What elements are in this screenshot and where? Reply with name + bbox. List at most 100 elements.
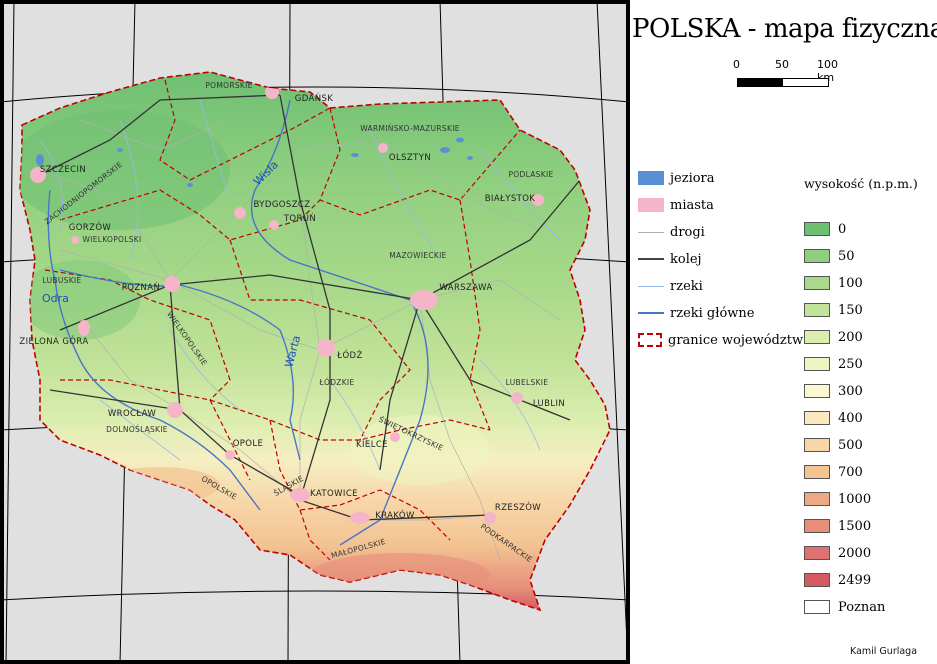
elevation-class-row: 300	[804, 382, 863, 400]
region-label-lodzkie: ŁÓDZKIE	[318, 378, 354, 387]
map-title: POLSKA - mapa fizyczna	[632, 14, 937, 44]
elevation-swatch	[804, 222, 830, 236]
voivodeship-borders	[44, 79, 521, 561]
elevation-class-row: 0	[804, 220, 846, 238]
elevation-swatch	[804, 303, 830, 317]
elevation-label: 1000	[838, 491, 872, 507]
region-label-lubelskie: LUBELSKIE	[506, 378, 549, 387]
city-label-gdansk: GDAŃSK	[295, 92, 334, 104]
city-label-kielce: KIELCE	[356, 440, 388, 450]
elevation-label: 300	[838, 383, 863, 399]
legend-label: kolej	[670, 251, 702, 267]
scale-bar: 0 50 100 km	[733, 58, 853, 98]
region-label-wielkopolski: WIELKOPOLSKI	[82, 235, 141, 244]
elevation-swatch	[804, 546, 830, 560]
elevation-class-row: 2000	[804, 544, 871, 562]
elevation-swatch	[804, 465, 830, 479]
city-label-bydgoszcz: BYDGOSZCZ	[254, 200, 311, 210]
legend-label: drogi	[670, 224, 705, 240]
railways	[39, 94, 581, 521]
elevation-label: 200	[838, 329, 863, 345]
elevation-class-row: 700	[804, 463, 863, 481]
region-label-pomorskie: POMORSKIE	[205, 81, 252, 90]
city-label-wroclaw: WROCŁAW	[108, 409, 156, 419]
elevation-swatch	[804, 438, 830, 452]
elevation-swatch	[804, 249, 830, 263]
legend-item-cities: miasta	[638, 195, 714, 215]
region-label-podlaskie: PODLASKIE	[508, 170, 553, 179]
elevation-class-row: 500	[804, 436, 863, 454]
elevation-label: 1500	[838, 518, 872, 534]
city-label-szczecin: SZCZECIN	[40, 165, 86, 175]
river-line-icon	[638, 279, 664, 293]
elevation-label: 50	[838, 248, 855, 264]
rivers	[39, 99, 561, 471]
legend-item-railways: kolej	[638, 249, 702, 269]
city-label-lublin: LUBLIN	[533, 399, 565, 409]
elevation-label: 2499	[838, 572, 872, 588]
city-label-rzeszow: RZESZÓW	[495, 501, 541, 513]
elevation-class-row: 400	[804, 409, 863, 427]
legend-label: rzeki	[670, 278, 703, 294]
city-label-warszawa: WARSZAWA	[439, 283, 492, 293]
physical-map[interactable]: GDAŃSK SZCZECIN GORZÓW BYDGOSZCZ TORUŃ O…	[0, 0, 630, 664]
scale-label-50: 50	[775, 58, 789, 71]
elevation-swatch	[804, 330, 830, 344]
city-label-poznan: POZNAŃ	[122, 281, 161, 293]
elevation-swatch	[804, 573, 830, 587]
legend-label: granice województw	[668, 332, 804, 348]
elevation-label: 700	[838, 464, 863, 480]
city-label-zielona-gora: ZIELONA GÓRA	[19, 335, 88, 347]
city-label-lodz: ŁÓDŹ	[336, 349, 362, 361]
elevation-label: 100	[838, 275, 863, 291]
elevation-swatch	[804, 600, 830, 614]
elevation-swatch	[804, 519, 830, 533]
elevation-swatch	[804, 492, 830, 506]
legend-item-borders: granice województw	[638, 330, 803, 350]
roads-line-icon	[638, 225, 664, 239]
city-label-opole: OPOLE	[233, 439, 264, 449]
elevation-class-row: 1000	[804, 490, 871, 508]
scale-bar-graphic	[737, 78, 829, 87]
elevation-label: 500	[838, 437, 863, 453]
elevation-label: 250	[838, 356, 863, 372]
elevation-label: Poznan	[838, 599, 886, 615]
elevation-class-row: 100	[804, 274, 863, 292]
elevation-class-row: 50	[804, 247, 855, 265]
city-label-katowice: KATOWICE	[310, 489, 358, 499]
legend-item-lakes: jeziora	[638, 168, 715, 188]
map-panel[interactable]: GDAŃSK SZCZECIN GORZÓW BYDGOSZCZ TORUŃ O…	[0, 0, 630, 664]
elevation-label: 400	[838, 410, 863, 426]
elevation-class-row: Poznan	[804, 598, 885, 616]
city-label-olsztyn: OLSZTYN	[389, 153, 431, 163]
legend-label: jeziora	[670, 170, 715, 186]
author-credit: Kamil Gurlaga	[850, 646, 918, 657]
elevation-swatch	[804, 357, 830, 371]
main-river-line-icon	[638, 306, 664, 320]
elevation-label: 2000	[838, 545, 872, 561]
city-label-torun: TORUŃ	[283, 212, 316, 224]
elevation-class-row: 250	[804, 355, 863, 373]
river-odra	[47, 189, 261, 511]
river-label-odra: Odra	[42, 292, 69, 305]
lakes-swatch	[638, 171, 664, 185]
river-wisla	[250, 99, 429, 546]
legend-label: rzeki główne	[670, 305, 755, 321]
elevation-swatch	[804, 384, 830, 398]
region-label-warminsko-mazurskie: WARMIŃSKO-MAZURSKIE	[360, 124, 460, 133]
elevation-class-row: 200	[804, 328, 863, 346]
legend-label: miasta	[670, 197, 714, 213]
region-label-dolnoslaskie: DOLNOŚLĄSKIE	[106, 425, 168, 434]
city-label-krakow: KRAKÓW	[375, 509, 415, 521]
city-label-bialystok: BIAŁYSTOK	[485, 194, 536, 204]
city-label-gorzow: GORZÓW	[69, 221, 112, 233]
lakes	[36, 137, 473, 187]
elevation-title: wysokość (n.p.m.)	[804, 176, 918, 191]
railway-line-icon	[638, 252, 664, 266]
elevation-label: 0	[838, 221, 847, 237]
mountain-patch	[100, 467, 220, 503]
elevation-swatch	[804, 411, 830, 425]
city-labels: GDAŃSK SZCZECIN GORZÓW BYDGOSZCZ TORUŃ O…	[19, 92, 565, 521]
city-areas	[30, 85, 544, 524]
region-label-lubuskie: LUBUSKIE	[43, 276, 82, 285]
